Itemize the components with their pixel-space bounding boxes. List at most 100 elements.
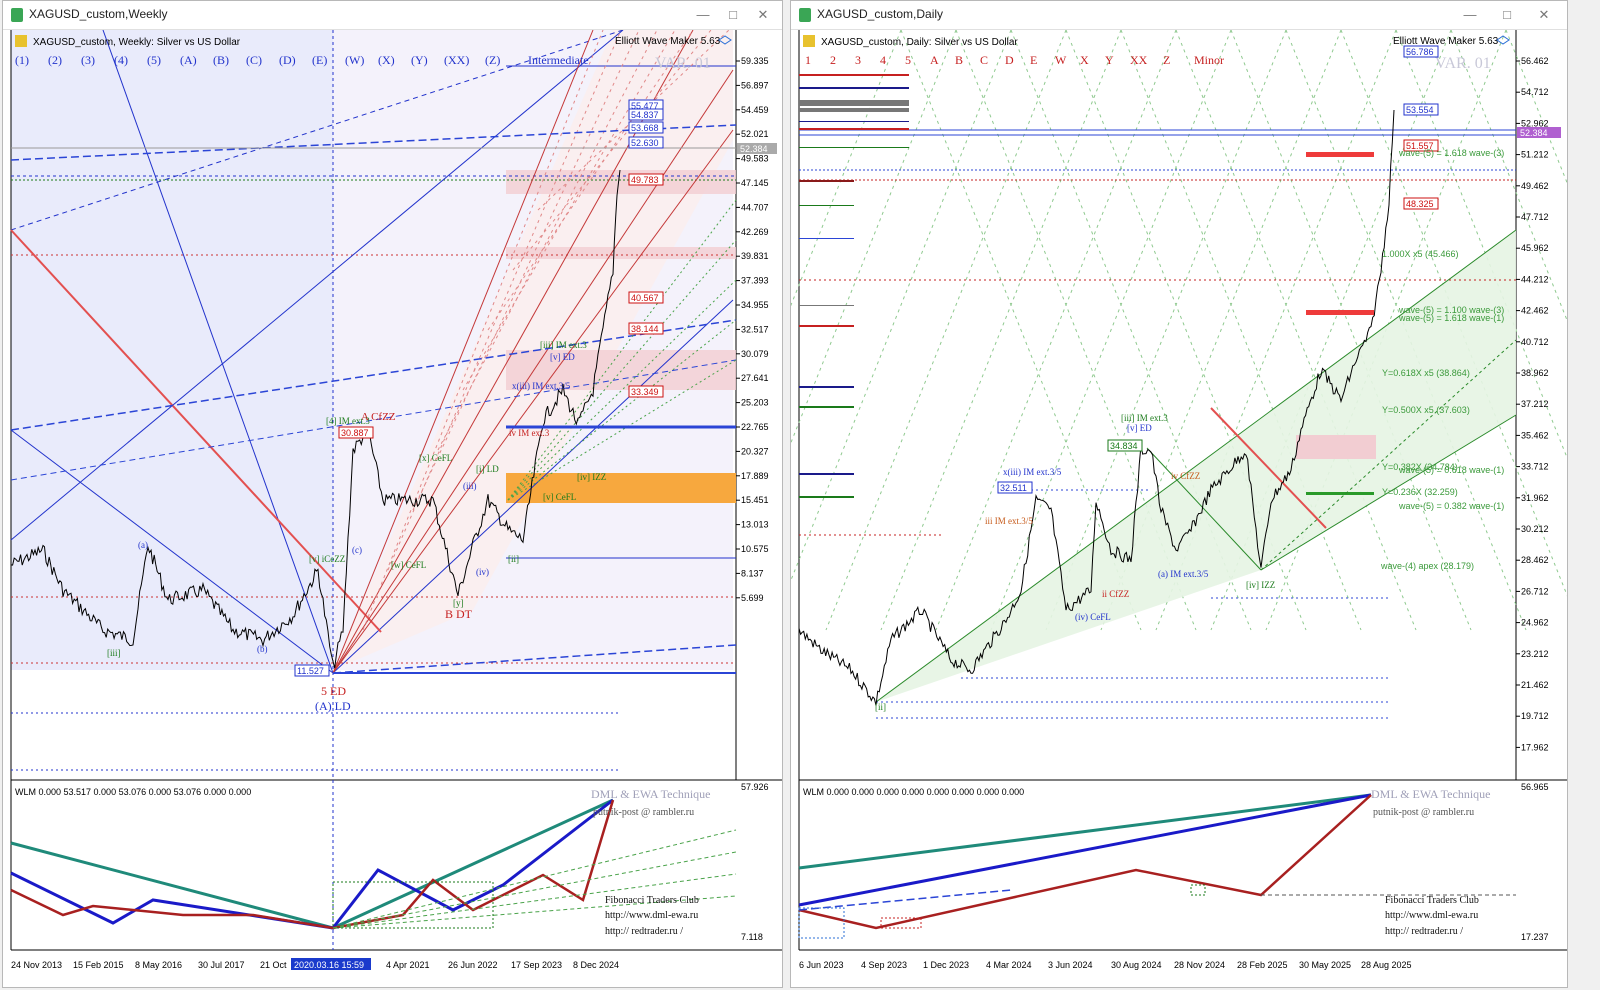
weekly-title-bar[interactable]: XAGUSD_custom,Weekly — □ ✕ (3, 1, 782, 30)
price-axis-label: 51.212 (1521, 150, 1549, 160)
price-tag-40.567 (628, 291, 664, 304)
weekly-price-series (10, 169, 621, 669)
price-tag-51.557: 51.557 (1406, 141, 1434, 151)
wave-button-(Z)[interactable]: (Z) (485, 53, 500, 67)
wave-button-(2)[interactable]: (2) (48, 53, 62, 67)
wave-label: (c) (352, 545, 362, 555)
wave-button-D[interactable]: D (1005, 53, 1014, 67)
price-axis-label: 44.212 (1521, 274, 1549, 284)
close-icon[interactable]: ✕ (757, 7, 769, 22)
price-tag-52.630 (628, 136, 664, 149)
indicator-name: Elliott Wave Maker 5.63 (1393, 36, 1499, 47)
wave-button-XX[interactable]: XX (1130, 53, 1148, 67)
time-cursor-label: 2020.03.16 15:59 (294, 960, 364, 970)
level-bar (799, 74, 909, 76)
wave-button-(A)[interactable]: (A) (180, 53, 197, 67)
wave-button-W[interactable]: W (1055, 53, 1067, 67)
wave-button-(5)[interactable]: (5) (147, 53, 161, 67)
sub-fan-line (332, 851, 737, 929)
blue-dashed-trend (10, 359, 737, 481)
wave-label: [iv] IZZ (1246, 580, 1275, 590)
wave-button-B[interactable]: B (955, 53, 963, 67)
url-label: http:// redtrader.ru / (1385, 926, 1463, 937)
wave-button-(Y)[interactable]: (Y) (411, 53, 428, 67)
wave-button-(3)[interactable]: (3) (81, 53, 95, 67)
wave-button-(B)[interactable]: (B) (213, 53, 229, 67)
price-axis-label: 47.145 (741, 178, 769, 188)
wave-label: [v] ED (1127, 423, 1152, 433)
zone-pink (506, 350, 736, 390)
sub-axis-label: 57.926 (741, 782, 769, 792)
wave-button-E[interactable]: E (1030, 53, 1037, 67)
daily-price-series (798, 109, 1395, 706)
close-icon[interactable]: ✕ (1538, 7, 1550, 22)
wave-button-2[interactable]: 2 (830, 53, 836, 67)
club-label: Fibonacci Traders Club (1385, 895, 1479, 906)
wave-label: (a) IM ext.3/5 (1158, 569, 1209, 579)
wave-button-(W)[interactable]: (W) (345, 53, 364, 67)
time-axis-label: 21 Oct (260, 960, 287, 970)
projection-box (798, 907, 845, 939)
wave-button-Z[interactable]: Z (1163, 53, 1170, 67)
wave-button-5[interactable]: 5 (905, 53, 911, 67)
wave-button-3[interactable]: 3 (855, 53, 861, 67)
weekly-chart-area[interactable]: 59.335 56.897 54.459 52.021 49.583 47.145 44.7… (3, 30, 782, 987)
time-axis-label: 30 Jul 2017 (198, 960, 245, 970)
price-tag-48.325: 48.325 (1406, 199, 1434, 209)
wave-button-(C)[interactable]: (C) (246, 53, 262, 67)
minimize-icon[interactable]: — (1463, 7, 1477, 22)
maximize-icon[interactable]: □ (1503, 7, 1511, 22)
time-axis-label: 4 Apr 2021 (386, 960, 430, 970)
url-label: http://www.dml-ewa.ru (605, 910, 698, 921)
fib-fan-line (437, 30, 658, 451)
maximize-icon[interactable]: □ (729, 7, 737, 22)
price-axis-label: 32.517 (741, 324, 769, 334)
wave-label: [i] LD (476, 464, 499, 474)
level-bar (799, 128, 909, 130)
wave-label: (a) (138, 540, 148, 550)
pitchfork-line (332, 129, 734, 674)
wave-button-(X)[interactable]: (X) (378, 53, 395, 67)
weekly-chart-window[interactable]: XAGUSD_custom,Weekly — □ ✕ (2, 0, 783, 988)
wave-label: B DT (445, 607, 473, 621)
price-tag-53.668 (628, 121, 664, 134)
wave-label: (b) (257, 644, 268, 654)
degree-label: Minor (1194, 53, 1224, 67)
price-tag-38.144 (628, 322, 664, 335)
level-bar (799, 147, 909, 148)
price-axis-label: 47.712 (1521, 212, 1549, 222)
price-tag-33.349 (628, 385, 664, 398)
fib-fan-line (412, 30, 640, 511)
fib-level-label: Y=0.500X x5 (37.603) (1382, 405, 1470, 415)
wave-button-(4)[interactable]: (4) (114, 53, 128, 67)
daily-chart-area[interactable]: 56.462 54.712 52.962 51.212 49.462 47.712 45.9… (791, 30, 1567, 987)
daily-title-bar[interactable]: XAGUSD_custom,Daily — □ ✕ (791, 1, 1567, 30)
email-label: putnik-post @ rambler.ru (1373, 807, 1474, 818)
wave-button-Y[interactable]: Y (1105, 53, 1114, 67)
wave-button-4[interactable]: 4 (880, 53, 886, 67)
wave-button-(E)[interactable]: (E) (312, 53, 327, 67)
price-axis-label: 21.462 (1521, 680, 1549, 690)
sub-axis-label: 17.237 (1521, 932, 1549, 942)
daily-chart-window[interactable]: XAGUSD_custom,Daily — □ ✕ 56.462 54.712 52… (790, 0, 1568, 988)
price-tag-11.527: 11.527 (297, 666, 324, 676)
wave-button-A[interactable]: A (930, 53, 939, 67)
price-tag-33.349: 33.349 (631, 387, 659, 397)
indicator-name: Elliott Wave Maker 5.63 (615, 36, 721, 47)
time-axis-label: 4 Mar 2024 (986, 960, 1032, 970)
channel-line (102, 30, 334, 674)
current-price-marker (1517, 127, 1561, 138)
wave-button-C[interactable]: C (980, 53, 988, 67)
time-axis-label: 1 Dec 2023 (923, 960, 969, 970)
wave-button-(D)[interactable]: (D) (279, 53, 296, 67)
wave-button-1[interactable]: 1 (805, 53, 811, 67)
minimize-icon[interactable]: — (696, 7, 710, 22)
channel-line (10, 30, 624, 541)
wave-button-(XX)[interactable]: (XX) (444, 53, 469, 67)
fib-level-label: wave-(5) = 1.618 wave-(3) (1398, 148, 1504, 158)
time-axis-label: 15 Feb 2015 (73, 960, 124, 970)
fib-level-label: wave-(5) = 1.100 wave-(3) (1398, 305, 1504, 315)
wave-button-X[interactable]: X (1080, 53, 1089, 67)
price-axis-label: 17.962 (1521, 742, 1549, 752)
wave-button-(1)[interactable]: (1) (15, 53, 29, 67)
